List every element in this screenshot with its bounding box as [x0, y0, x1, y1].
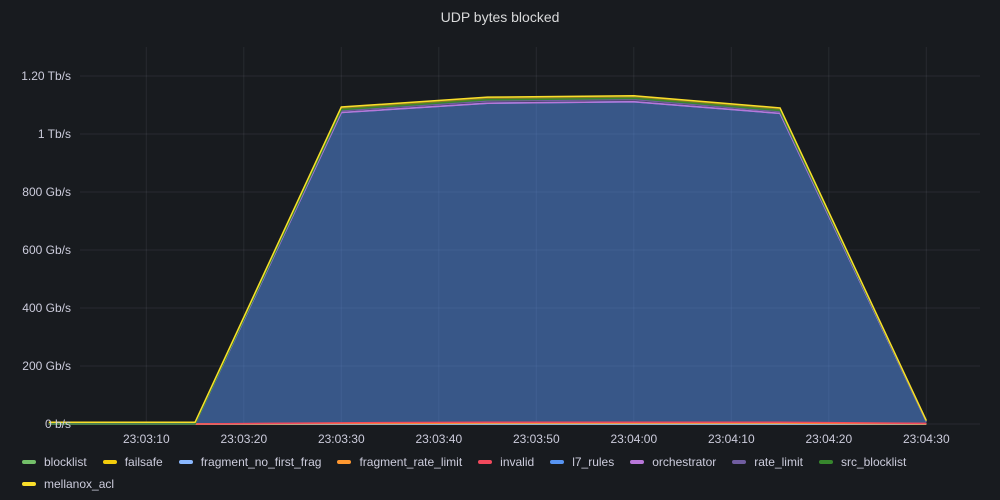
panel-title: UDP bytes blocked [440, 9, 560, 25]
legend-label: mellanox_acl [44, 477, 115, 491]
x-axis: 23:03:10 23:03:20 23:03:30 23:03:40 23:03:50… [123, 432, 950, 446]
legend-label: rate_limit [754, 455, 803, 469]
legend-item-l7_rules[interactable]: l7_rules [550, 451, 614, 473]
x-tick-label: 23:04:30 [903, 432, 950, 446]
legend-item-orchestrator[interactable]: orchestrator [630, 451, 716, 473]
x-tick-label: 23:03:10 [123, 432, 170, 446]
legend-swatch [178, 460, 193, 464]
legend-swatch [22, 460, 36, 464]
y-tick-label: 1.20 Tb/s [21, 69, 71, 83]
y-tick-label: 200 Gb/s [22, 359, 71, 373]
series-lines [48, 94, 927, 425]
x-tick-label: 23:04:00 [610, 432, 657, 446]
x-tick-label: 23:04:20 [805, 432, 852, 446]
legend-swatch [478, 460, 493, 464]
legend-item-rate_limit[interactable]: rate_limit [732, 451, 803, 473]
y-tick-label: 600 Gb/s [22, 243, 71, 257]
y-tick-label: 1 Tb/s [38, 127, 71, 141]
area-chart[interactable]: 0 b/s 200 Gb/s 400 Gb/s 600 Gb/s 800 Gb/s 1 T… [0, 0, 1000, 450]
legend-item-fragment_rate_limit[interactable]: fragment_rate_limit [337, 451, 462, 473]
y-tick-label: 400 Gb/s [22, 301, 71, 315]
legend-item-src_blocklist[interactable]: src_blocklist [818, 451, 907, 473]
y-tick-label: 800 Gb/s [22, 185, 71, 199]
legend-item-failsafe[interactable]: failsafe [102, 451, 163, 473]
legend-item-mellanox_acl[interactable]: mellanox_acl [22, 473, 114, 495]
legend-swatch [550, 460, 565, 464]
legend-item-invalid[interactable]: invalid [478, 451, 534, 473]
legend-swatch [22, 482, 36, 486]
y-tick-label: 0 b/s [45, 417, 71, 431]
x-tick-label: 23:03:20 [220, 432, 267, 446]
legend-swatch [337, 460, 352, 464]
legend-label: l7_rules [572, 455, 615, 469]
area-l7_rules [48, 101, 927, 424]
legend-swatch [818, 460, 833, 464]
line-src_blocklist [48, 97, 927, 425]
legend-swatch [630, 460, 645, 464]
legend-swatch [102, 460, 117, 464]
legend-label: blocklist [44, 455, 87, 469]
x-tick-label: 23:03:30 [318, 432, 365, 446]
legend-label: orchestrator [652, 455, 717, 469]
y-axis: 0 b/s 200 Gb/s 400 Gb/s 600 Gb/s 800 Gb/s 1 T… [21, 69, 71, 431]
legend-label: src_blocklist [840, 455, 907, 469]
x-tick-label: 23:03:50 [513, 432, 560, 446]
legend-item-fragment_no_first_frag[interactable]: fragment_no_first_frag [178, 451, 322, 473]
legend-label: failsafe [124, 455, 163, 469]
x-tick-label: 23:03:40 [415, 432, 462, 446]
legend-item-blocklist[interactable]: blocklist [22, 451, 87, 473]
legend-label: fragment_no_first_frag [200, 455, 322, 469]
x-tick-label: 23:04:10 [708, 432, 755, 446]
legend-label: invalid [500, 455, 535, 469]
legend-swatch [732, 460, 747, 464]
legend: blocklist failsafe fragment_no_first_frag f… [22, 451, 982, 495]
line-mellanox_acl [48, 94, 927, 424]
legend-label: fragment_rate_limit [359, 455, 463, 469]
